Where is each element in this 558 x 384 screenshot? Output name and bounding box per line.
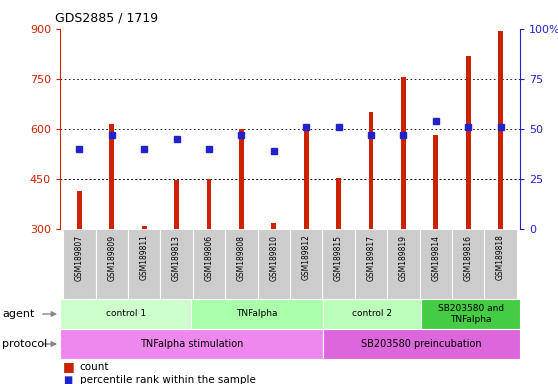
Bar [466,56,470,229]
Text: count: count [80,362,109,372]
Bar [290,229,323,299]
Bar [63,229,95,299]
Text: ■: ■ [63,375,72,384]
Text: control 2: control 2 [352,310,392,318]
Bar [401,77,406,229]
Bar [420,229,452,299]
Bar [206,179,211,229]
Bar [434,135,438,229]
Bar [323,329,520,359]
Bar [323,229,355,299]
Text: GSM189808: GSM189808 [237,235,246,281]
Bar [304,126,309,229]
Text: protocol: protocol [2,339,47,349]
Bar [60,299,191,329]
Bar [128,229,160,299]
Bar [421,299,520,329]
Text: GSM189816: GSM189816 [464,235,473,281]
Text: control 1: control 1 [105,310,146,318]
Bar [95,229,128,299]
Bar [452,229,484,299]
Text: SB203580 preincubation: SB203580 preincubation [361,339,482,349]
Bar [225,229,258,299]
Bar [109,124,114,229]
Text: TNFalpha: TNFalpha [237,310,278,318]
Bar [498,31,503,229]
Text: GSM189807: GSM189807 [75,235,84,281]
Bar [174,180,179,229]
Text: GSM189814: GSM189814 [431,235,440,281]
Bar [387,229,420,299]
Text: ■: ■ [63,361,75,374]
Bar [60,329,323,359]
Text: SB203580 and
TNFalpha: SB203580 and TNFalpha [437,304,504,324]
Text: GSM189811: GSM189811 [140,235,149,280]
Text: GSM189819: GSM189819 [399,235,408,281]
Text: GDS2885 / 1719: GDS2885 / 1719 [55,11,158,24]
Bar [258,229,290,299]
Bar [193,229,225,299]
Text: GSM189812: GSM189812 [302,235,311,280]
Text: agent: agent [2,309,35,319]
Text: GSM189813: GSM189813 [172,235,181,281]
Text: percentile rank within the sample: percentile rank within the sample [80,375,256,384]
Text: TNFalpha stimulation: TNFalpha stimulation [140,339,243,349]
Bar [355,229,387,299]
Bar [239,129,244,229]
Bar [368,113,373,229]
Bar [323,299,421,329]
Text: GSM189806: GSM189806 [205,235,214,281]
Text: GSM189817: GSM189817 [367,235,376,281]
Bar [77,191,82,229]
Bar [271,223,276,229]
Text: GSM189810: GSM189810 [270,235,278,281]
Bar [142,226,147,229]
Bar [160,229,193,299]
Bar [484,229,517,299]
Bar [336,178,341,229]
Text: GSM189815: GSM189815 [334,235,343,281]
Bar [191,299,323,329]
Text: GSM189818: GSM189818 [496,235,505,280]
Text: GSM189809: GSM189809 [107,235,116,281]
